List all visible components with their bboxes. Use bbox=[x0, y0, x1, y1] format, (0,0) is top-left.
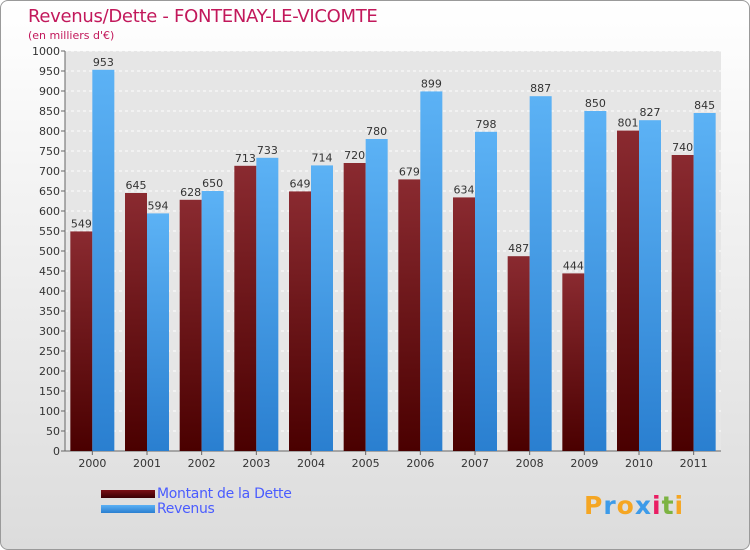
value-label-dette: 645 bbox=[126, 179, 147, 192]
chart-title: Revenus/Dette - FONTENAY-LE-VICOMTE bbox=[28, 6, 378, 27]
value-label-revenus: 733 bbox=[257, 144, 278, 157]
bar-revenus bbox=[201, 191, 224, 451]
logo-letter: P bbox=[584, 491, 604, 520]
value-label-revenus: 899 bbox=[421, 77, 442, 90]
legend-item-dette: Montant de la Dette bbox=[101, 486, 292, 502]
y-tick-label: 300 bbox=[39, 325, 60, 338]
y-tick-label: 400 bbox=[39, 285, 60, 298]
x-tick-label: 2005 bbox=[352, 457, 380, 470]
logo-letter: i bbox=[674, 491, 685, 520]
value-label-dette: 549 bbox=[71, 217, 92, 230]
legend-swatch-dette bbox=[101, 490, 155, 498]
bar-revenus bbox=[311, 165, 333, 451]
value-label-revenus: 780 bbox=[366, 125, 387, 138]
value-label-revenus: 827 bbox=[640, 106, 661, 119]
bar-dette bbox=[398, 179, 421, 451]
bar-dette bbox=[179, 199, 202, 451]
y-tick-label: 950 bbox=[39, 65, 60, 78]
bar-revenus bbox=[256, 157, 279, 452]
y-tick-label: 350 bbox=[39, 305, 60, 318]
y-tick-label: 200 bbox=[39, 365, 60, 378]
y-tick-label: 100 bbox=[39, 405, 60, 418]
legend-label-revenus: Revenus bbox=[157, 501, 215, 517]
bar-revenus bbox=[147, 213, 169, 451]
value-label-dette: 713 bbox=[235, 152, 256, 165]
value-label-dette: 679 bbox=[399, 165, 420, 178]
y-tick-label: 800 bbox=[39, 125, 60, 138]
bar-revenus bbox=[365, 139, 388, 451]
value-label-dette: 740 bbox=[672, 141, 693, 154]
value-label-revenus: 887 bbox=[530, 82, 551, 95]
value-label-revenus: 845 bbox=[694, 99, 715, 112]
logo-letter: r bbox=[603, 491, 617, 520]
x-tick-label: 2001 bbox=[133, 457, 161, 470]
x-tick-label: 2000 bbox=[78, 457, 106, 470]
y-tick-label: 250 bbox=[39, 345, 60, 358]
value-label-revenus: 650 bbox=[202, 177, 223, 190]
x-tick-label: 2004 bbox=[297, 457, 325, 470]
value-label-dette: 649 bbox=[290, 177, 311, 190]
y-tick-label: 150 bbox=[39, 385, 60, 398]
value-label-dette: 628 bbox=[180, 186, 201, 199]
bar-revenus bbox=[475, 131, 497, 452]
proxiti-logo: Proxiti bbox=[584, 491, 684, 520]
y-tick-label: 850 bbox=[39, 105, 60, 118]
value-label-dette: 720 bbox=[344, 149, 365, 162]
bar-dette bbox=[70, 231, 93, 451]
y-tick-label: 0 bbox=[53, 445, 60, 458]
x-tick-label: 2011 bbox=[680, 457, 708, 470]
x-tick-label: 2008 bbox=[516, 457, 544, 470]
bar-dette bbox=[289, 191, 311, 451]
bar-revenus bbox=[639, 120, 661, 451]
bar-revenus bbox=[420, 91, 443, 452]
bar-revenus bbox=[529, 96, 552, 451]
logo-letter: x bbox=[634, 491, 652, 520]
x-tick-label: 2002 bbox=[188, 457, 216, 470]
x-tick-label: 2007 bbox=[461, 457, 489, 470]
logo-letter: t bbox=[661, 491, 675, 520]
bar-dette bbox=[562, 273, 585, 451]
value-label-dette: 444 bbox=[563, 259, 584, 272]
value-label-revenus: 594 bbox=[148, 199, 169, 212]
bar-dette bbox=[507, 256, 530, 451]
y-tick-label: 900 bbox=[39, 85, 60, 98]
bar-revenus bbox=[693, 113, 716, 451]
value-label-dette: 487 bbox=[508, 242, 529, 255]
value-label-revenus: 798 bbox=[476, 118, 497, 131]
y-tick-label: 700 bbox=[39, 165, 60, 178]
y-tick-label: 750 bbox=[39, 145, 60, 158]
bar-revenus bbox=[584, 111, 607, 451]
x-tick-label: 2009 bbox=[570, 457, 598, 470]
legend-item-revenus: Revenus bbox=[101, 501, 215, 517]
y-axis-unit: (en milliers d'€) bbox=[28, 29, 115, 42]
y-tick-label: 500 bbox=[39, 245, 60, 258]
value-label-revenus: 850 bbox=[585, 97, 606, 110]
logo-letter: o bbox=[616, 491, 635, 520]
bar-revenus bbox=[92, 69, 115, 452]
bar-dette bbox=[125, 193, 147, 451]
value-label-dette: 634 bbox=[454, 183, 475, 196]
bar-dette bbox=[617, 130, 639, 451]
y-tick-label: 650 bbox=[39, 185, 60, 198]
y-tick-label: 50 bbox=[46, 425, 60, 438]
value-label-dette: 801 bbox=[618, 117, 639, 130]
bar-dette bbox=[343, 163, 366, 451]
x-tick-label: 2003 bbox=[242, 457, 270, 470]
y-tick-label: 1000 bbox=[32, 45, 60, 58]
y-tick-label: 450 bbox=[39, 265, 60, 278]
y-tick-label: 600 bbox=[39, 205, 60, 218]
value-label-revenus: 953 bbox=[93, 56, 114, 69]
logo-letter: i bbox=[652, 491, 662, 520]
bar-dette bbox=[453, 197, 475, 451]
bar-dette bbox=[234, 165, 257, 452]
x-tick-label: 2006 bbox=[406, 457, 434, 470]
bar-dette bbox=[671, 155, 694, 451]
y-tick-label: 550 bbox=[39, 225, 60, 238]
legend-swatch-revenus bbox=[101, 505, 155, 513]
value-label-revenus: 714 bbox=[312, 151, 333, 164]
legend-label-dette: Montant de la Dette bbox=[157, 486, 292, 502]
x-tick-label: 2010 bbox=[625, 457, 653, 470]
